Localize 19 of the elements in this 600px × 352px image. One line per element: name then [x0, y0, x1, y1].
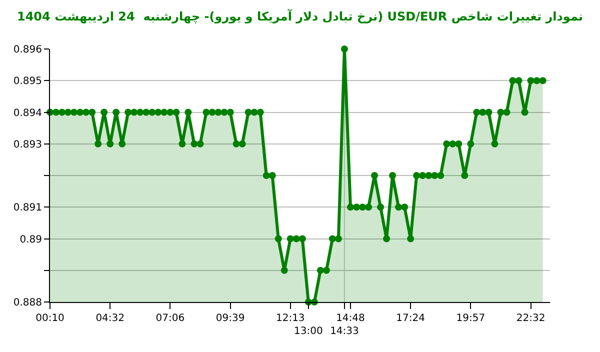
- y-tick-label: 0.896: [13, 44, 42, 56]
- y-tick-label: 0.888: [13, 298, 42, 308]
- x-tick-label: 17:24: [396, 313, 425, 324]
- x-tick-label: 04:32: [96, 313, 125, 324]
- x-tick-label: 19:57: [456, 313, 486, 324]
- x-tick-label: 00:10: [36, 313, 64, 324]
- x-tick-label: 09:39: [216, 313, 245, 324]
- x-tick-label: 14:33: [330, 326, 359, 337]
- x-tick-label: 14:48: [336, 313, 365, 324]
- y-tick-label: 0.893: [13, 139, 42, 150]
- x-tick-label: 12:13: [276, 313, 305, 324]
- y-tick-label: 0.895: [13, 76, 42, 88]
- y-tick-label: 0.894: [13, 108, 42, 119]
- chart-title: نمودار تغییرات شاخص USD/EUR (نرخ تبادل دلار آمریکا و یورو)- چهارشنبه 24 اردیبهشت 1404: [16, 8, 584, 24]
- x-tick-label: 07:06: [156, 313, 185, 324]
- x-tick-label: 13:00: [294, 326, 323, 337]
- y-tick-label: 0.891: [13, 202, 42, 214]
- y-tick-label: 0.89: [20, 234, 42, 246]
- x-tick-label: 22:32: [516, 313, 546, 324]
